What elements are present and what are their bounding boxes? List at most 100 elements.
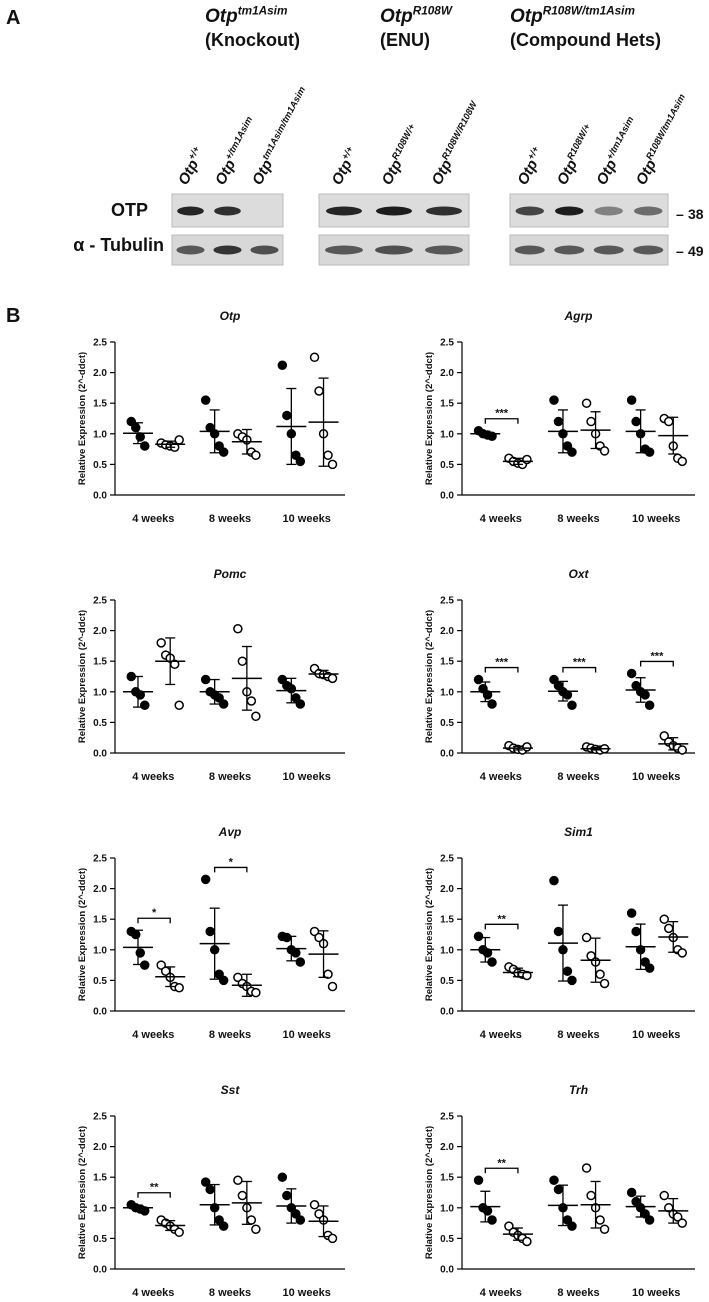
data-point xyxy=(581,398,592,408)
data-point xyxy=(626,1187,637,1198)
group-title-sup: tm1Asim xyxy=(238,4,288,17)
lane-label-sup: R108W/tm1Asim xyxy=(644,92,687,161)
data-point xyxy=(200,674,211,685)
y-axis-label: Relative Expression (2^-ddct) xyxy=(77,610,88,743)
y-tick-label: 1.0 xyxy=(93,945,107,956)
data-point xyxy=(233,972,243,983)
data-point xyxy=(659,731,670,741)
data-point xyxy=(553,1184,564,1195)
lane-label: OtpR108W/+ xyxy=(553,122,600,188)
band xyxy=(326,206,362,216)
data-point xyxy=(200,1177,211,1187)
data-point xyxy=(218,447,229,457)
data-point xyxy=(522,970,532,981)
y-tick-label: 0.5 xyxy=(93,718,107,729)
data-point xyxy=(567,1221,577,1231)
significance-label: *** xyxy=(495,408,509,420)
band xyxy=(376,206,412,216)
x-tick-label: 8 weeks xyxy=(557,513,599,525)
x-tick-label: 4 weeks xyxy=(132,1287,174,1299)
y-tick-label: 1.5 xyxy=(93,399,107,410)
data-point xyxy=(200,395,211,405)
y-tick-label: 0.5 xyxy=(440,460,454,471)
data-point xyxy=(586,1190,596,1201)
lane-label-base: Otp xyxy=(593,157,620,188)
data-point xyxy=(644,963,655,973)
significance-label: *** xyxy=(573,657,587,669)
y-tick-label: 2.0 xyxy=(440,884,454,895)
lane-label-sup: tm1Asim/tm1Asim xyxy=(260,85,307,161)
data-point xyxy=(644,700,655,711)
group-subtitle: (Knockout) xyxy=(205,30,300,50)
data-point xyxy=(504,1221,514,1231)
x-tick-label: 8 weeks xyxy=(557,771,599,783)
data-point xyxy=(309,352,320,363)
data-point xyxy=(277,674,288,685)
band xyxy=(514,245,545,255)
y-tick-label: 0.5 xyxy=(440,1234,454,1245)
data-point xyxy=(549,674,559,685)
group-subtitle: (Compound Hets) xyxy=(510,30,661,50)
marker-label: 49 xyxy=(688,243,704,259)
y-axis-label: Relative Expression (2^-ddct) xyxy=(424,352,435,485)
data-point xyxy=(218,699,229,709)
x-tick-label: 10 weeks xyxy=(283,1287,331,1299)
data-point xyxy=(640,690,650,700)
significance-label: ** xyxy=(150,1182,159,1194)
lane-label-base: Otp xyxy=(429,157,456,188)
y-tick-label: 2.5 xyxy=(440,596,454,607)
band xyxy=(250,245,279,255)
band xyxy=(515,206,544,216)
y-tick-label: 2.0 xyxy=(93,368,107,379)
x-tick-label: 4 weeks xyxy=(480,771,522,783)
y-tick-label: 1.5 xyxy=(93,915,107,926)
significance-bracket xyxy=(484,1167,519,1174)
y-tick-label: 2.5 xyxy=(93,854,107,865)
y-tick-label: 2.0 xyxy=(440,1142,454,1153)
significance-label: *** xyxy=(651,650,665,662)
row-label: OTP xyxy=(111,200,148,220)
chart-title: Avp xyxy=(218,825,242,839)
data-point xyxy=(549,875,559,886)
data-point xyxy=(626,908,637,918)
y-tick-label: 1.0 xyxy=(93,429,107,440)
y-tick-label: 2.5 xyxy=(440,854,454,865)
panel-label: A xyxy=(6,7,20,29)
data-point xyxy=(553,926,564,937)
data-point xyxy=(237,656,248,666)
data-point xyxy=(251,987,261,998)
data-point xyxy=(251,450,261,460)
data-point xyxy=(626,395,637,405)
lane-label-sup: +/+ xyxy=(526,144,541,161)
data-point xyxy=(205,1184,215,1195)
data-point xyxy=(581,1163,592,1173)
y-tick-label: 1.5 xyxy=(440,1173,454,1184)
y-tick-label: 2.5 xyxy=(440,1112,454,1123)
data-point xyxy=(562,966,573,976)
y-tick-label: 0.0 xyxy=(93,1007,107,1018)
y-tick-label: 1.5 xyxy=(93,657,107,668)
y-tick-label: 2.5 xyxy=(93,338,107,349)
group-title-base: Otp xyxy=(510,6,543,27)
x-tick-label: 10 weeks xyxy=(283,513,331,525)
x-tick-label: 4 weeks xyxy=(480,513,522,525)
data-point xyxy=(233,1175,243,1186)
significance-bracket xyxy=(639,660,674,667)
y-tick-label: 1.0 xyxy=(93,687,107,698)
y-tick-label: 2.0 xyxy=(93,626,107,637)
data-point xyxy=(140,700,150,711)
chart-title: Sst xyxy=(221,1083,241,1097)
x-tick-label: 8 weeks xyxy=(209,771,251,783)
data-point xyxy=(581,932,592,943)
significance-label: * xyxy=(229,856,234,868)
x-tick-label: 4 weeks xyxy=(132,771,174,783)
data-point xyxy=(599,446,610,456)
lane-label: Otptm1Asim/tm1Asim xyxy=(248,85,314,188)
y-tick-label: 0.5 xyxy=(440,976,454,987)
y-tick-label: 1.0 xyxy=(440,429,454,440)
data-point xyxy=(277,360,288,371)
data-point xyxy=(677,948,688,958)
x-tick-label: 4 weeks xyxy=(132,513,174,525)
x-tick-label: 10 weeks xyxy=(632,1287,680,1299)
lane-label-sup: +/+ xyxy=(186,144,201,161)
